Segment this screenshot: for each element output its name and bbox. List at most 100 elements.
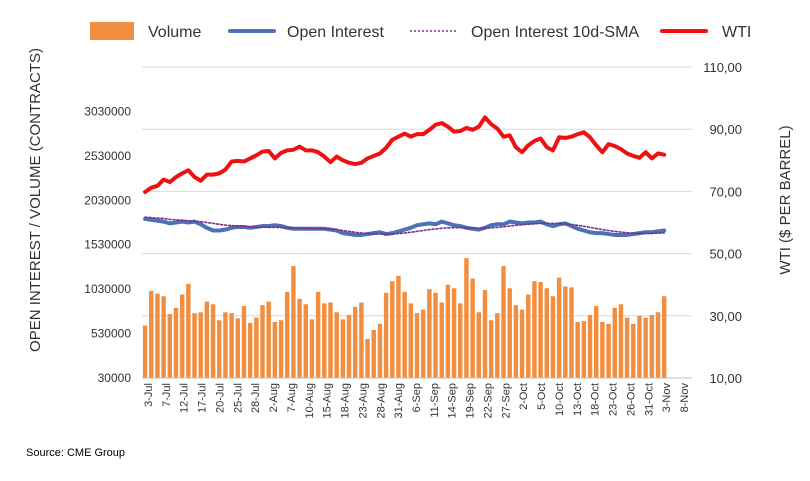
x-tick-label: 18-Oct <box>590 383 602 416</box>
x-tick-label: 18-Aug <box>340 383 352 418</box>
x-tick-label: 28-Aug <box>375 383 387 418</box>
axes: 30000 530000 1030000 1530000 2030000 2530000 3… <box>84 60 742 418</box>
volume-bar <box>501 266 506 378</box>
volume-bar <box>624 317 630 378</box>
x-tick-label: 19-Sep <box>465 383 477 418</box>
x-tick-label: 13-Oct <box>572 383 584 416</box>
volume-bar <box>383 292 389 378</box>
legend-label: Volume <box>148 24 201 41</box>
volume-bar <box>210 304 216 378</box>
volume-bar <box>192 313 197 378</box>
x-tick-label: 31-Aug <box>393 383 405 418</box>
x-tick-label: 14-Sep <box>447 383 459 418</box>
volume-bar <box>550 296 556 378</box>
volume-bar <box>254 317 259 378</box>
volume-bar <box>513 305 519 378</box>
volume-bar <box>445 284 451 378</box>
legend: Volume Open Interest Open Interest 10d-SMA… <box>90 22 751 41</box>
volume-bar <box>142 325 148 378</box>
x-tick-label: 22-Sep <box>483 383 495 418</box>
volume-bar <box>303 304 308 378</box>
left-tick-label: 3030000 <box>84 104 131 118</box>
x-tick-label: 2-Oct <box>518 383 530 410</box>
x-tick-label: 3-Nov <box>661 383 673 413</box>
volume-bar <box>247 322 253 378</box>
volume-bar <box>309 319 315 378</box>
left-tick-label: 2030000 <box>84 193 131 207</box>
volume-bar <box>488 320 494 378</box>
volume-bar <box>359 302 364 378</box>
volume-bar <box>612 307 617 378</box>
volume-bar <box>439 302 444 378</box>
volume-bar <box>408 303 414 378</box>
volume-bar <box>161 296 166 378</box>
volume-bar <box>563 286 568 378</box>
volume-bar <box>458 303 463 378</box>
volume-bar <box>643 317 648 378</box>
volume-bar <box>278 320 284 378</box>
legend-swatch-volume <box>90 22 134 40</box>
volume-bar <box>655 312 661 378</box>
legend-label: Open Interest 10d-SMA <box>471 24 639 41</box>
volume-bar <box>575 322 580 378</box>
volume-bar <box>315 291 321 378</box>
volume-bar <box>297 298 302 378</box>
volume-bar <box>532 281 537 378</box>
volume-bar <box>365 338 370 378</box>
x-tick-label: 6-Sep <box>411 383 423 412</box>
x-tick-label: 8-Nov <box>679 383 691 413</box>
x-tick-label: 15-Aug <box>322 383 334 418</box>
volume-bar <box>427 289 432 378</box>
x-tick-label: 23-Aug <box>357 383 369 418</box>
volume-bar <box>260 305 265 378</box>
volume-bar <box>464 258 469 378</box>
volume-bar <box>186 283 191 378</box>
volume-bar <box>217 320 222 378</box>
x-tick-label: 10-Aug <box>304 383 316 418</box>
volume-bar <box>618 304 624 378</box>
x-tick-label: 2-Aug <box>268 383 280 412</box>
source-note: Source: CME Group <box>26 447 125 459</box>
volume-bar <box>173 307 179 378</box>
left-tick-label: 530000 <box>91 327 131 341</box>
x-tick-label: 3-Jul <box>143 383 155 407</box>
volume-bar <box>593 306 599 378</box>
volume-bar <box>352 306 358 378</box>
x-tick-label: 17-Jul <box>197 383 209 413</box>
x-tick-label: 10-Oct <box>554 383 566 416</box>
x-tick-label: 11-Sep <box>429 383 441 418</box>
volume-bar <box>155 293 160 378</box>
legend-label: Open Interest <box>287 24 385 41</box>
volume-bar <box>285 291 290 378</box>
volume-bar <box>526 294 531 378</box>
volume-bar <box>402 291 407 378</box>
volume-bar <box>371 330 376 378</box>
volume-bar <box>340 319 346 378</box>
volume-bar <box>507 288 512 378</box>
left-axis-title: OPEN INTEREST / VOLUME (CONTRACTS) <box>27 48 44 352</box>
volume-bar <box>235 318 241 378</box>
volume-bars <box>142 258 667 378</box>
volume-bar <box>241 306 247 378</box>
volume-bar <box>377 323 383 378</box>
legend-label: WTI <box>722 24 751 41</box>
x-tick-label: 27-Sep <box>500 383 512 418</box>
volume-bar <box>334 312 339 378</box>
volume-bar <box>556 277 562 378</box>
volume-bar <box>451 288 457 378</box>
volume-bar <box>470 278 475 378</box>
right-tick-label: 50,00 <box>709 247 742 262</box>
volume-bar <box>587 314 593 378</box>
volume-bar <box>414 313 420 378</box>
x-tick-label: 7-Aug <box>286 383 298 412</box>
x-tick-label: 12-Jul <box>179 383 191 413</box>
volume-bar <box>581 321 587 378</box>
volume-bar <box>544 288 549 378</box>
volume-bar <box>519 309 525 378</box>
volume-bar <box>649 314 655 378</box>
x-tick-label: 23-Oct <box>608 383 620 416</box>
left-tick-label: 1530000 <box>84 238 131 252</box>
x-tick-label: 28-Jul <box>250 383 262 413</box>
volume-bar <box>569 287 574 378</box>
